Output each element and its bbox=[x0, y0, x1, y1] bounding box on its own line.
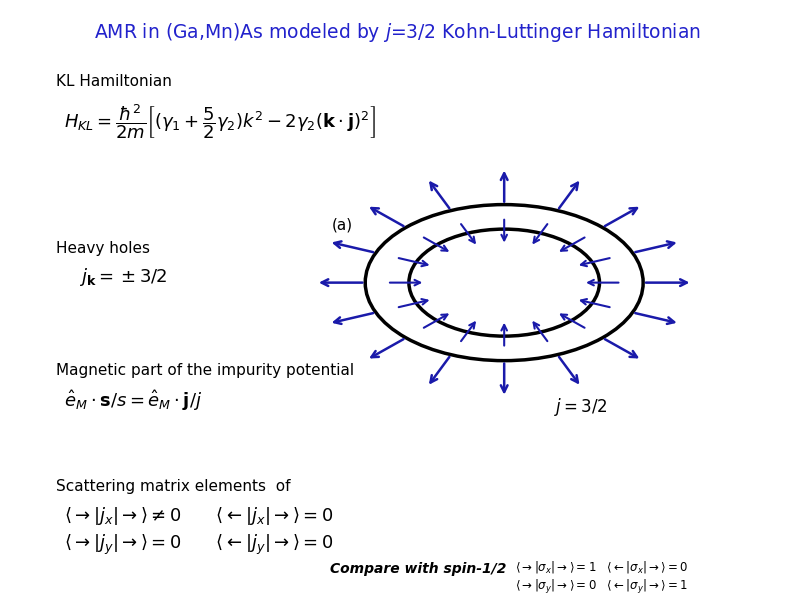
Text: $j_{\mathbf{k}} = \pm 3/2$: $j_{\mathbf{k}} = \pm 3/2$ bbox=[79, 266, 168, 288]
Text: (a): (a) bbox=[332, 218, 353, 233]
Text: $\langle \rightarrow | \sigma_y | \rightarrow \rangle = 0 \quad \langle \leftarr: $\langle \rightarrow | \sigma_y | \right… bbox=[515, 578, 688, 595]
Text: Heavy holes: Heavy holes bbox=[56, 241, 149, 256]
Text: $j = 3/2$: $j = 3/2$ bbox=[554, 396, 607, 418]
Text: $\langle \rightarrow | j_y | \rightarrow \rangle = 0 \qquad \langle \leftarrow |: $\langle \rightarrow | j_y | \rightarrow… bbox=[64, 533, 333, 557]
Text: Compare with spin-1/2: Compare with spin-1/2 bbox=[330, 562, 506, 577]
Text: $\hat{e}_M \cdot \mathbf{s}/s = \hat{e}_M \cdot \mathbf{j}/j$: $\hat{e}_M \cdot \mathbf{s}/s = \hat{e}_… bbox=[64, 389, 202, 414]
Text: Magnetic part of the impurity potential: Magnetic part of the impurity potential bbox=[56, 363, 353, 378]
Text: $\langle \rightarrow | j_x | \rightarrow \rangle \neq 0 \qquad \langle \leftarro: $\langle \rightarrow | j_x | \rightarrow… bbox=[64, 505, 333, 527]
Text: Scattering matrix elements  of: Scattering matrix elements of bbox=[56, 479, 290, 494]
Text: $H_{KL} = \dfrac{\hbar^2}{2m}\left[(\gamma_1 + \dfrac{5}{2}\gamma_2)k^2 - 2\gamm: $H_{KL} = \dfrac{\hbar^2}{2m}\left[(\gam… bbox=[64, 102, 376, 141]
Text: AMR in (Ga,Mn)As modeled by $j$=3/2 Kohn-Luttinger Hamiltonian: AMR in (Ga,Mn)As modeled by $j$=3/2 Kohn… bbox=[94, 21, 700, 44]
Text: KL Hamiltonian: KL Hamiltonian bbox=[56, 74, 172, 89]
Text: $\langle \rightarrow | \sigma_x | \rightarrow \rangle = 1 \quad \langle \leftarr: $\langle \rightarrow | \sigma_x | \right… bbox=[515, 559, 688, 575]
